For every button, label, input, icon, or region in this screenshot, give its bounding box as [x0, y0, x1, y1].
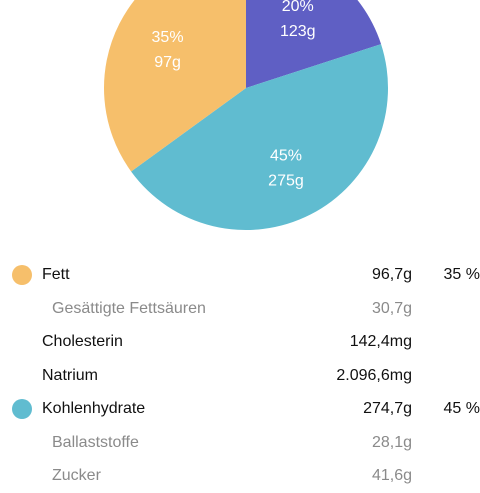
pie-slice [131, 44, 389, 231]
nutrient-label: Ballaststoffe [52, 434, 139, 451]
nutrient-label: Zucker [52, 467, 101, 484]
nutrient-value: 2.096,6mg [336, 367, 412, 384]
nutrient-value: 274,7g [363, 400, 412, 417]
pie-slice [104, 0, 246, 172]
nutrient-percent: 45 % [443, 400, 480, 417]
nutrient-value: 30,7g [371, 300, 412, 317]
pie-slice-amount-label: 97g [154, 54, 181, 71]
nutrient-value: 96,7g [371, 266, 412, 283]
nutrient-value: 28,1g [371, 434, 412, 451]
pie-slice-percent-label: 45% [270, 147, 302, 164]
pie-slice-percent-label: 20% [282, 0, 314, 15]
nutrient-row-kohlenhydrate[interactable]: Kohlenhydrate 274,7g 45 % [0, 392, 480, 426]
nutrient-row-natrium[interactable]: Natrium 2.096,6mg [0, 359, 480, 393]
nutrient-row-cholesterin[interactable]: Cholesterin 142,4mg [0, 325, 480, 359]
macronutrient-pie-chart: 20% 123g 45% 275g 35% 97g [104, 0, 389, 231]
pie-slice-percent-label: 35% [152, 29, 184, 46]
nutrient-row-fett[interactable]: Fett 96,7g 35 % [0, 258, 480, 292]
nutrient-row-zucker[interactable]: Zucker 41,6g [0, 459, 480, 493]
nutrient-label: Kohlenhydrate [42, 400, 146, 417]
nutrient-value: 142,4mg [349, 333, 412, 350]
fett-color-dot [12, 265, 32, 285]
nutrient-row-gesaettigte-fettsaeuren[interactable]: Gesättigte Fettsäuren 30,7g [0, 292, 480, 326]
nutrient-value: 41,6g [371, 467, 412, 484]
kohlenhydrate-color-dot [12, 399, 32, 419]
nutrient-label: Cholesterin [42, 333, 123, 350]
nutrient-label: Fett [42, 266, 70, 283]
nutrient-label: Gesättigte Fettsäuren [52, 300, 206, 317]
nutrient-label: Natrium [42, 367, 99, 384]
pie-slice [246, 0, 382, 88]
pie-slice-amount-label: 123g [280, 23, 316, 40]
pie-slice-amount-label: 275g [268, 172, 304, 189]
nutrient-row-ballaststoffe[interactable]: Ballaststoffe 28,1g [0, 426, 480, 460]
nutrient-percent: 35 % [443, 266, 480, 283]
